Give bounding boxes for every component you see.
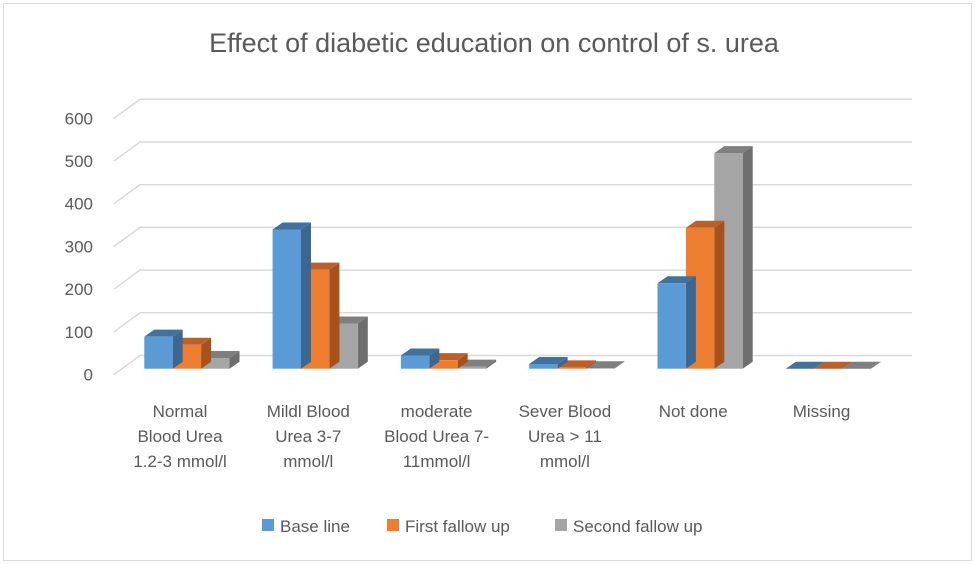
bar-top	[785, 361, 825, 369]
bar-top	[842, 361, 881, 369]
bar-side	[172, 329, 183, 369]
x-tick-label-line: Not done	[659, 402, 728, 421]
x-tick-label: Mildl Blood Urea 3-7 mmol/l	[267, 402, 350, 471]
gridline	[113, 354, 912, 376]
bar-front	[429, 360, 458, 369]
bar	[529, 357, 568, 369]
legend-item: Base line	[262, 517, 350, 536]
bar-front	[657, 283, 686, 369]
bar-side	[429, 348, 440, 369]
bar-side	[301, 222, 311, 369]
bar-top	[814, 361, 853, 369]
bar	[842, 361, 881, 369]
y-tick-label: 200	[65, 280, 93, 299]
gridlines	[113, 98, 912, 376]
gridline	[113, 141, 912, 162]
x-tick-label-line: Mildl Blood	[267, 402, 350, 421]
bar-front	[272, 229, 301, 369]
bar	[586, 361, 625, 369]
bar-top	[685, 220, 725, 228]
gridline	[113, 312, 912, 333]
bar-side	[685, 276, 696, 369]
bar	[785, 361, 825, 369]
bar	[657, 276, 696, 369]
gridline	[113, 226, 912, 248]
bar-side	[457, 353, 468, 369]
bar	[814, 361, 853, 369]
gridline	[113, 183, 912, 205]
bar-top	[144, 329, 183, 337]
bar-front	[144, 336, 173, 369]
gridline	[113, 98, 912, 119]
x-tick-label-line: Missing	[793, 402, 851, 421]
bar-top	[400, 348, 440, 356]
legend: Base line First fallow up Second fallow up	[262, 517, 702, 536]
bar	[400, 348, 440, 369]
bar-side	[557, 357, 568, 369]
x-tick-label-line: Blood Urea	[137, 427, 223, 446]
y-tick-label: 500	[65, 152, 93, 171]
x-tick-label: Sever Blood Urea > 11 mmol/l	[519, 402, 612, 471]
bar-side	[329, 262, 340, 369]
legend-swatch	[387, 519, 399, 531]
bars	[144, 146, 881, 369]
bar-front	[557, 367, 586, 369]
bar	[144, 329, 183, 369]
bar	[272, 222, 311, 369]
bar-side	[357, 316, 368, 369]
x-tick-label-line: mmol/l	[283, 452, 333, 471]
bar-front	[457, 366, 487, 369]
x-tick-label-line: mmol/l	[540, 452, 590, 471]
x-tick-label-line: Sever Blood	[519, 402, 612, 421]
x-tick-label-line: moderate	[401, 402, 473, 421]
bar	[714, 146, 753, 369]
gridline	[113, 269, 912, 290]
bar-top	[272, 222, 311, 230]
x-tick-label-line: 11mmol/l	[403, 452, 471, 471]
legend-item: First fallow up	[387, 517, 510, 536]
chart-title: Effect of diabetic education on control …	[209, 28, 780, 58]
legend-label: Base line	[280, 517, 350, 536]
bar-side	[586, 360, 596, 369]
bar-top	[657, 276, 696, 284]
bar-top	[557, 360, 596, 368]
bar-side	[742, 146, 753, 369]
bar-front	[201, 358, 230, 369]
x-tick-label: moderate Blood Urea 7- 11mmol/l	[384, 402, 489, 471]
bar-top	[529, 357, 568, 365]
y-tick-label: 100	[65, 323, 93, 342]
x-axis: Normal Blood Urea 1.2-3 mmol/l Mildl Blood U…	[133, 402, 850, 471]
legend-label: Second fallow up	[573, 517, 702, 536]
bar-side	[714, 220, 725, 369]
x-tick-label-line: Blood Urea 7-	[384, 427, 489, 446]
y-tick-label: 0	[84, 366, 93, 385]
y-tick-label: 400	[65, 195, 93, 214]
y-tick-label: 300	[65, 237, 93, 256]
legend-label: First fallow up	[405, 517, 510, 536]
legend-swatch	[555, 519, 567, 531]
legend-item: Second fallow up	[555, 517, 702, 536]
bar-side	[614, 361, 625, 369]
x-tick-label: Missing	[793, 402, 851, 421]
bar-top	[586, 361, 625, 369]
y-axis: 0 100 200 300 400 500 600	[65, 109, 93, 384]
bar	[557, 360, 596, 369]
bar-side	[201, 337, 212, 369]
x-tick-label-line: 1.2-3 mmol/l	[133, 452, 227, 471]
x-tick-label-line: Normal	[153, 402, 208, 421]
legend-swatch	[262, 519, 274, 531]
bar-side	[229, 351, 240, 369]
chart-area	[3, 3, 972, 561]
y-tick-label: 600	[65, 109, 93, 128]
x-tick-label: Not done	[659, 402, 728, 421]
x-tick-label: Normal Blood Urea 1.2-3 mmol/l	[133, 402, 227, 471]
bar-front	[529, 364, 558, 369]
bar-top	[714, 146, 753, 154]
bar-front	[400, 355, 430, 369]
x-tick-label-line: Urea > 11	[528, 427, 602, 446]
bar-side	[486, 359, 497, 369]
x-tick-label-line: Urea 3-7	[275, 427, 341, 446]
